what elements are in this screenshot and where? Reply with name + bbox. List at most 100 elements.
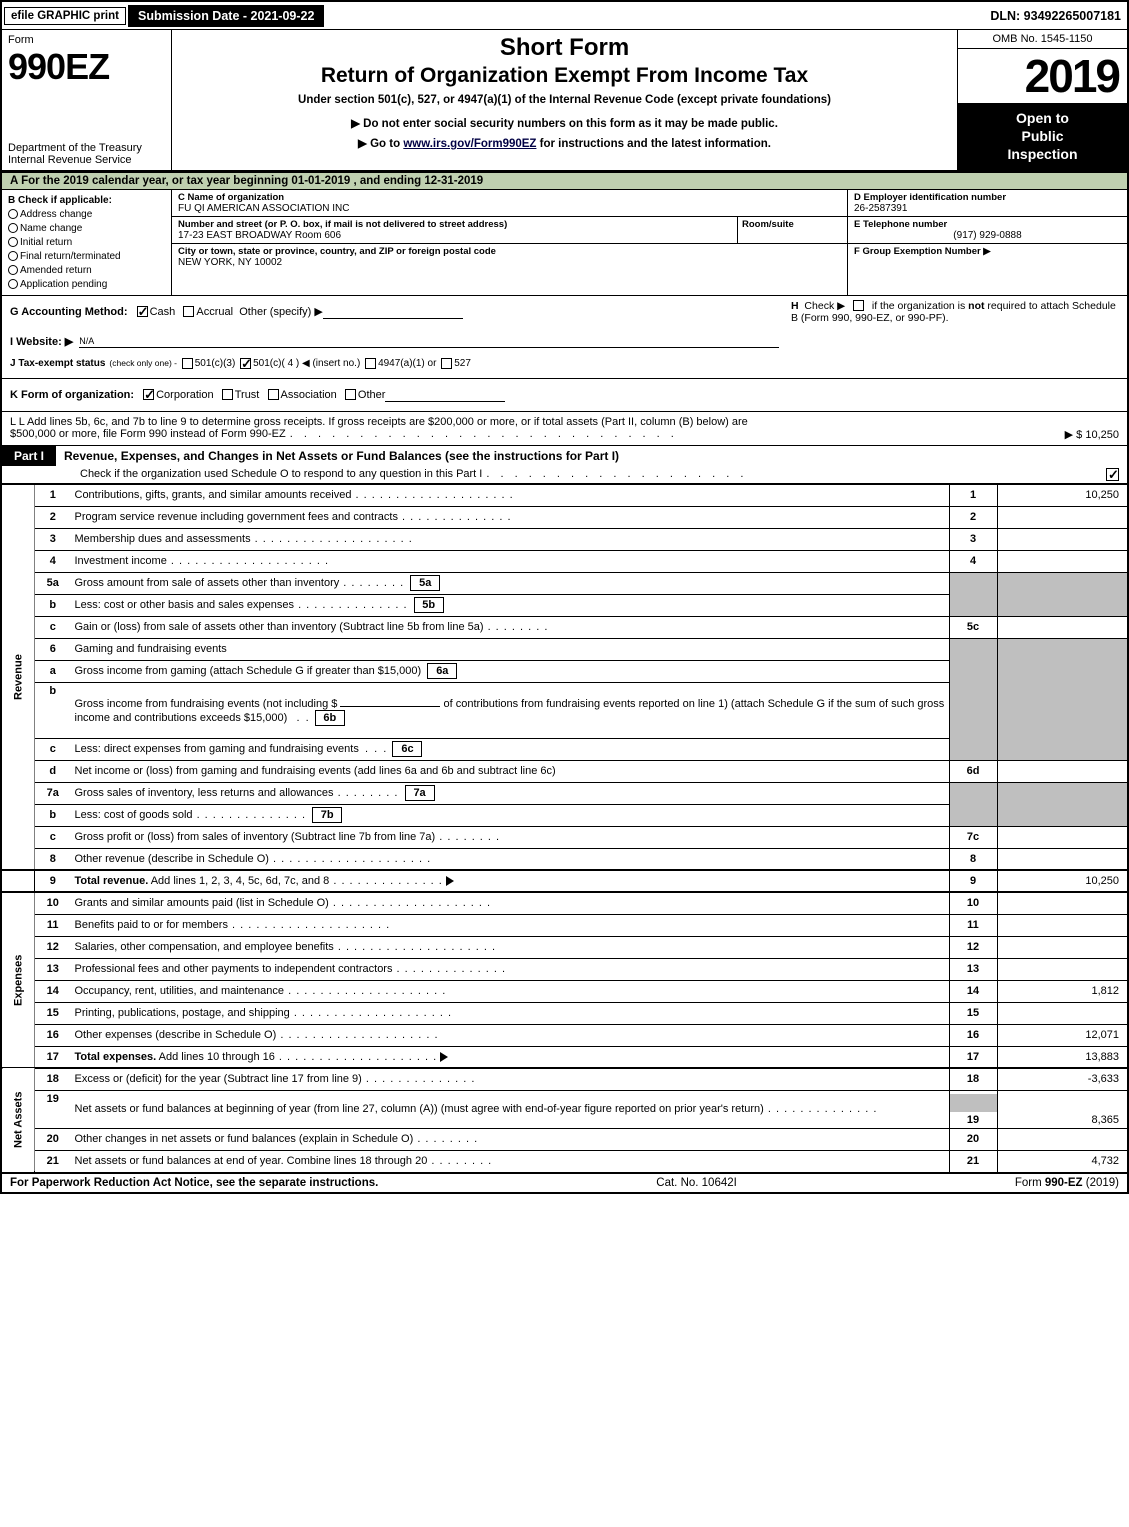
j-label: J Tax-exempt status	[10, 358, 105, 369]
v1: 10,250	[997, 484, 1127, 506]
ln6: 6	[35, 638, 71, 660]
lbl-cash: Cash	[150, 306, 176, 318]
footer-center: Cat. No. 10642I	[656, 1177, 737, 1189]
page-footer: For Paperwork Reduction Act Notice, see …	[2, 1172, 1127, 1192]
ln11: 11	[35, 914, 71, 936]
chk-corp[interactable]	[143, 389, 154, 400]
d6a: Gross income from gaming (attach Schedul…	[75, 665, 422, 677]
n11: 11	[949, 914, 997, 936]
expenses-label: Expenses	[2, 892, 35, 1068]
under-section: Under section 501(c), 527, or 4947(a)(1)…	[180, 94, 949, 106]
chk-final[interactable]	[8, 251, 18, 261]
n20: 20	[949, 1128, 997, 1150]
chk-amended[interactable]	[8, 265, 18, 275]
ln13: 13	[35, 958, 71, 980]
chk-527[interactable]	[441, 358, 452, 369]
n19: 19	[967, 1114, 979, 1126]
chk-accrual[interactable]	[183, 306, 194, 317]
ln16: 16	[35, 1024, 71, 1046]
open-inspection: Open to Public Inspection	[958, 103, 1127, 170]
ln14: 14	[35, 980, 71, 1002]
chk-4947[interactable]	[365, 358, 376, 369]
n12: 12	[949, 936, 997, 958]
i-label: I Website: ▶	[10, 335, 73, 348]
chk-501c[interactable]	[240, 358, 251, 369]
v3	[997, 528, 1127, 550]
tri-icon2	[440, 1052, 448, 1062]
chk-assoc[interactable]	[268, 389, 279, 400]
goto-post: for instructions and the latest informat…	[536, 138, 771, 150]
lbl-initial: Initial return	[20, 237, 72, 248]
k-label: K Form of organization:	[10, 389, 134, 401]
n15: 15	[949, 1002, 997, 1024]
efile-print-button[interactable]: efile GRAPHIC print	[4, 7, 126, 25]
chk-trust[interactable]	[222, 389, 233, 400]
d15: Printing, publications, postage, and shi…	[75, 1007, 290, 1019]
n17: 17	[949, 1046, 997, 1068]
submission-date: Submission Date - 2021-09-22	[128, 5, 324, 27]
chk-address[interactable]	[8, 209, 18, 219]
v20	[997, 1128, 1127, 1150]
form-number: 990EZ	[8, 46, 165, 88]
ln7b: b	[35, 804, 71, 826]
open3: Inspection	[960, 145, 1125, 163]
lbl-other-method: Other (specify) ▶	[239, 305, 323, 318]
ln6d: d	[35, 760, 71, 782]
n9: 9	[949, 870, 997, 892]
name-label: C Name of organization	[178, 192, 841, 203]
lbl-trust: Trust	[235, 389, 260, 401]
other-org-input[interactable]	[385, 388, 505, 402]
form-header: Form 990EZ Department of the Treasury In…	[2, 30, 1127, 172]
chk-other-org[interactable]	[345, 389, 356, 400]
v2	[997, 506, 1127, 528]
col-b: B Check if applicable: Address change Na…	[2, 190, 172, 295]
v8	[997, 848, 1127, 870]
d16: Other expenses (describe in Schedule O)	[75, 1029, 277, 1041]
col-de: D Employer identification number 26-2587…	[847, 190, 1127, 295]
dln: DLN: 93492265007181	[990, 9, 1127, 23]
d10: Grants and similar amounts paid (list in…	[75, 897, 329, 909]
n21: 21	[949, 1150, 997, 1172]
irs-link[interactable]: www.irs.gov/Form990EZ	[403, 138, 536, 150]
lbl-corp: Corporation	[156, 389, 213, 401]
open1: Open to	[960, 109, 1125, 127]
v10	[997, 892, 1127, 914]
6b-amount-input[interactable]	[340, 695, 440, 707]
bullet-goto: ▶ Go to www.irs.gov/Form990EZ for instru…	[180, 136, 949, 150]
v6d	[997, 760, 1127, 782]
dept-treasury: Department of the Treasury	[8, 142, 165, 154]
tri-icon	[446, 876, 454, 886]
tax-year: 2019	[958, 49, 1127, 103]
chk-cash[interactable]	[137, 306, 148, 317]
ln17: 17	[35, 1046, 71, 1068]
sub5b: 5b	[414, 597, 444, 613]
chk-501c3[interactable]	[182, 358, 193, 369]
chk-initial[interactable]	[8, 237, 18, 247]
d7b: Less: cost of goods sold	[75, 809, 193, 821]
shade5v	[997, 572, 1127, 616]
lbl-501c: 501(c)( 4 ) ◀ (insert no.)	[253, 358, 360, 369]
d6b: Gross income from fundraising events (no…	[75, 698, 338, 710]
other-method-input[interactable]	[323, 305, 463, 319]
lbl-pending: Application pending	[20, 279, 107, 290]
city: NEW YORK, NY 10002	[178, 257, 841, 268]
city-label: City or town, state or province, country…	[178, 246, 841, 257]
chk-pending[interactable]	[8, 279, 18, 289]
schedule-o-check: Check if the organization used Schedule …	[2, 466, 1127, 484]
chk-sched-o[interactable]	[1106, 468, 1119, 481]
col-c: C Name of organization FU QI AMERICAN AS…	[172, 190, 847, 295]
lbl-final: Final return/terminated	[20, 251, 121, 262]
chk-name[interactable]	[8, 223, 18, 233]
n8: 8	[949, 848, 997, 870]
ein: 26-2587391	[854, 203, 1121, 214]
shade6	[949, 638, 997, 760]
v19: 8,365	[997, 1090, 1127, 1128]
d7a: Gross sales of inventory, less returns a…	[75, 787, 334, 799]
j-sub: (check only one) -	[109, 358, 177, 368]
d13: Professional fees and other payments to …	[75, 963, 393, 975]
d4: Investment income	[75, 555, 167, 567]
chk-schedule-b[interactable]	[853, 300, 864, 311]
ln21: 21	[35, 1150, 71, 1172]
d6d: Net income or (loss) from gaming and fun…	[71, 760, 950, 782]
v4	[997, 550, 1127, 572]
